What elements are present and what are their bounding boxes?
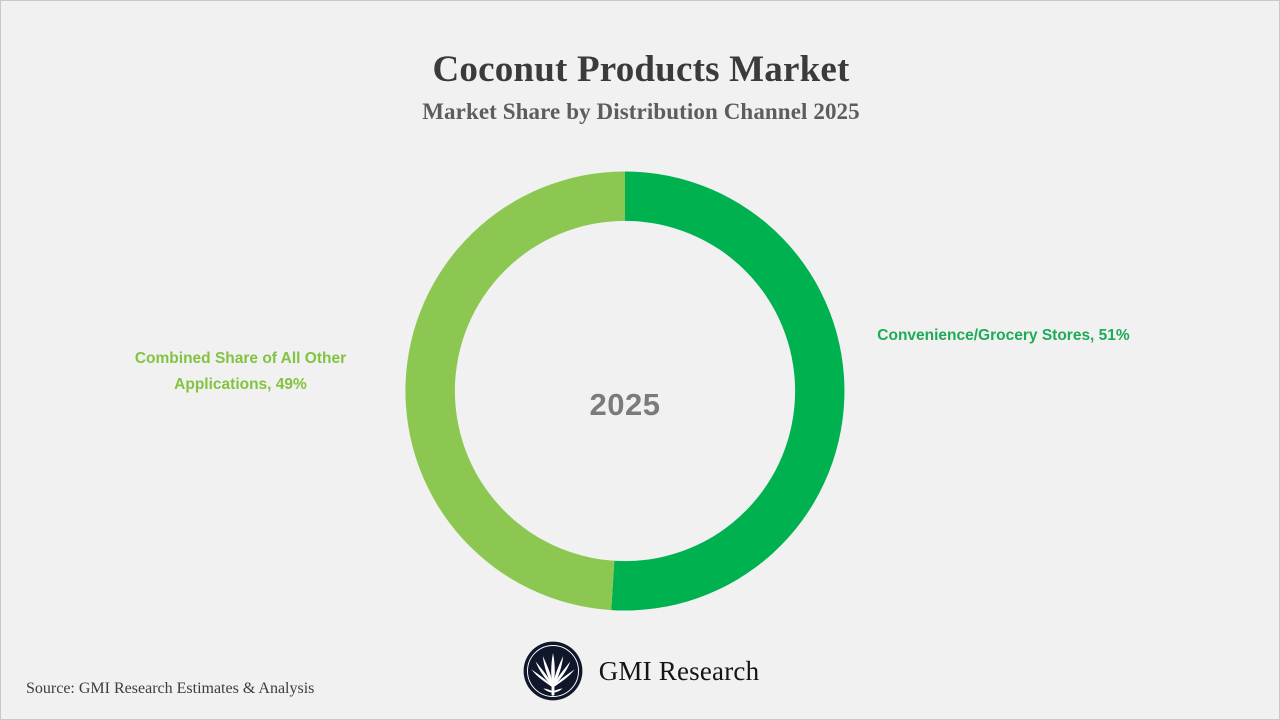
donut-svg [405,171,845,611]
source-note: Source: GMI Research Estimates & Analysi… [26,680,315,697]
donut-chart: 2025 [405,171,845,611]
gmi-shell-logo-icon [523,641,583,701]
brand-name: GMI Research [598,655,760,686]
slice-label-combined-share-other-applications: Combined Share of All Other Applications… [134,350,347,393]
page-title: Coconut Products Market [432,49,850,90]
donut-hole [454,220,796,562]
page-subtitle: Market Share by Distribution Channel 202… [422,98,860,124]
slice-label-convenience-grocery-stores: Convenience/Grocery Stores, 51% [877,327,1130,344]
title-block: Coconut Products Market Market Share by … [1,49,1279,125]
brand-logo: GMI Research [1,641,1279,701]
